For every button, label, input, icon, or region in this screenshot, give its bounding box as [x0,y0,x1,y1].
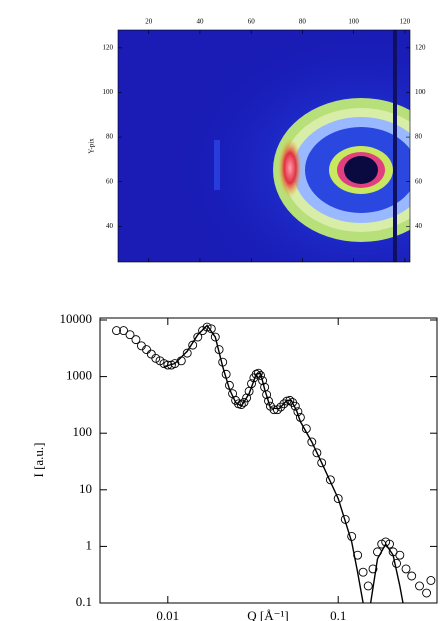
data-point [119,326,129,336]
x-tick-label: 0.01 [156,608,179,621]
data-point [258,376,268,386]
data-point [182,348,192,358]
data-point [131,335,141,345]
data-point [151,353,161,363]
x-tick-label: 60 [248,18,256,26]
data-point [262,390,272,400]
data-point [307,437,317,447]
data-point [317,458,327,468]
data-point [422,588,432,598]
y-tick-label: 10000 [60,311,93,326]
detector-image [118,30,410,262]
data-point [198,326,208,336]
x-tick-label: 80 [299,18,307,26]
data-point [325,475,335,485]
data-point [253,368,263,378]
y-tick-label: 1 [86,537,93,552]
data-point [426,576,436,585]
data-point [395,550,405,560]
x-tick-label: 40 [196,18,204,26]
scattering-plot: I [a.u.] Q [Å⁻¹] 0.1 1 10 100 1000 10000 0.01 0… [31,311,438,621]
y-axis-label: Y-pix [88,138,96,154]
x-axis-label: Q [Å⁻¹] [247,608,288,621]
data-point [210,332,220,342]
y-tick-label: 10 [79,481,92,496]
data-point [312,448,322,458]
data-point [188,340,198,350]
data-point [236,400,246,410]
data-point [239,397,249,407]
fit-line [163,324,404,604]
x-tick-label: 120 [400,18,411,26]
y-tick-label-right: 100 [415,88,426,96]
data-point [407,571,417,581]
data-point [146,349,156,359]
y-tick-label: 100 [73,424,93,439]
data-point [358,567,368,577]
data-point [193,332,203,342]
data-point [401,564,411,574]
y-tick-label-right: 120 [415,43,426,51]
x-tick-label: 20 [145,18,153,26]
x-tick-label: 100 [348,18,359,26]
data-point [125,330,135,340]
x-tick-label: 0.1 [330,608,346,621]
y-tick-label-right: 60 [415,177,423,185]
data-point [415,581,424,591]
data-point [333,494,343,504]
data-point [285,395,295,405]
data-point [142,345,151,355]
y-tick-label: 0.1 [76,594,92,609]
data-point [170,359,180,369]
y-axis-label: I [a.u.] [31,442,46,477]
y-tick-label: 100 [103,88,114,96]
data-point [276,402,286,412]
y-tick-label-right: 40 [415,222,423,230]
data-point [273,405,282,415]
data-point [256,370,265,380]
y-tick-label: 80 [106,133,114,141]
y-tick-label-right: 80 [415,133,423,141]
data-point [206,324,216,334]
data-point [363,581,373,591]
data-point [290,401,300,411]
y-tick-label: 1000 [66,368,92,383]
y-tick-label: 120 [103,43,114,51]
data-point [112,326,121,336]
data-point [392,558,402,568]
data-point [264,396,273,406]
y-tick-label: 60 [106,177,114,185]
data-point [368,564,378,574]
data-point [202,322,212,332]
y-tick-label: 40 [106,222,114,230]
detector-image-panel: Y-pix 20 40 60 80 100 120 40 40 60 60 80 80 100 100 12… [88,18,426,263]
data-point [242,393,252,403]
